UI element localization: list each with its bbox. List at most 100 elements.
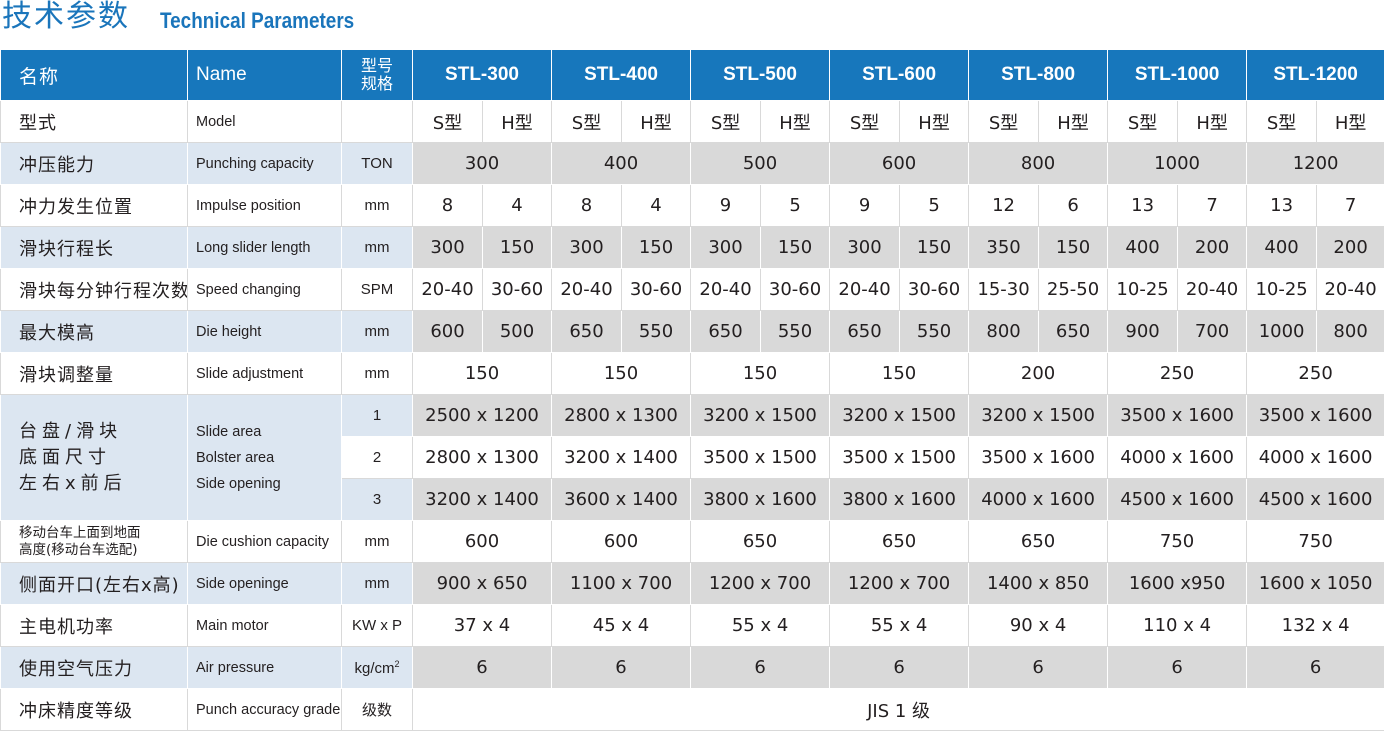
cell-value: 300 [830, 227, 900, 269]
cell-value: 13 [1247, 185, 1317, 227]
header-name-en: Name [188, 50, 342, 101]
cell-value: H型 [1317, 101, 1384, 143]
header-model: STL-400 [552, 50, 691, 101]
cell-value: 150 [483, 227, 552, 269]
cell-value: 150 [1039, 227, 1108, 269]
cell-value: 150 [413, 353, 552, 395]
row-unit: mm [342, 185, 413, 227]
cell-value: 4 [622, 185, 691, 227]
row-unit: 1 [342, 395, 413, 437]
cell-value: 150 [622, 227, 691, 269]
cell-value: 9 [691, 185, 761, 227]
cell-value: 750 [1108, 521, 1247, 563]
cell-value: 12 [969, 185, 1039, 227]
cell-value: 600 [413, 521, 552, 563]
cell-value: 700 [1178, 311, 1247, 353]
header-model: STL-600 [830, 50, 969, 101]
cell-value: 90 x 4 [969, 605, 1108, 647]
row-unit: mm [342, 521, 413, 563]
cell-value: 6 [1247, 647, 1384, 689]
cell-value: 3200 x 1500 [830, 395, 969, 437]
cell-value: 500 [483, 311, 552, 353]
cell-value: 1200 x 700 [691, 563, 830, 605]
cell-value: 800 [1317, 311, 1384, 353]
cell-value: 650 [552, 311, 622, 353]
row-label-cn: 使用空气压力 [1, 647, 188, 689]
cell-value: S型 [969, 101, 1039, 143]
cell-value: 55 x 4 [830, 605, 969, 647]
cell-value: 300 [552, 227, 622, 269]
cell-value: 3200 x 1500 [691, 395, 830, 437]
cell-value: 1100 x 700 [552, 563, 691, 605]
cell-value: 2800 x 1300 [413, 437, 552, 479]
cell-value: 20-40 [413, 269, 483, 311]
cell-value: 800 [969, 143, 1108, 185]
cell-value: 300 [413, 227, 483, 269]
row-unit: SPM [342, 269, 413, 311]
cell-value: 200 [1317, 227, 1384, 269]
cell-value: 4000 x 1600 [969, 479, 1108, 521]
cell-value: 6 [691, 647, 830, 689]
cell-value: 20-40 [552, 269, 622, 311]
cell-value: 3500 x 1600 [1247, 395, 1384, 437]
cell-value: H型 [900, 101, 969, 143]
header-model: STL-1200 [1247, 50, 1384, 101]
cell-value: H型 [622, 101, 691, 143]
row-unit: 3 [342, 479, 413, 521]
cell-value: 1600 x950 [1108, 563, 1247, 605]
cell-value: 25-50 [1039, 269, 1108, 311]
cell-value: 20-40 [830, 269, 900, 311]
cell-value: 900 [1108, 311, 1178, 353]
row-unit: kg/cm2 [342, 647, 413, 689]
cell-value: 20-40 [691, 269, 761, 311]
cell-value: S型 [1108, 101, 1178, 143]
cell-value: 3800 x 1600 [691, 479, 830, 521]
row-unit: mm [342, 227, 413, 269]
cell-value: 3600 x 1400 [552, 479, 691, 521]
cell-value: 650 [691, 311, 761, 353]
row-label-en: Long slider length [188, 227, 342, 269]
cell-value: 550 [761, 311, 830, 353]
row-label-en: Main motor [188, 605, 342, 647]
cell-value: 1200 x 700 [830, 563, 969, 605]
cell-value: 150 [900, 227, 969, 269]
row-label-en: Model [188, 101, 342, 143]
cell-value: 150 [830, 353, 969, 395]
cell-value: 10-25 [1108, 269, 1178, 311]
row-label-cn: 移动台车上面到地面高度(移动台车选配) [1, 521, 188, 563]
row-unit [342, 101, 413, 143]
header-model: STL-1000 [1108, 50, 1247, 101]
cell-value: 20-40 [1317, 269, 1384, 311]
cell-value: S型 [552, 101, 622, 143]
cell-value: 4500 x 1600 [1247, 479, 1384, 521]
cell-value: 2800 x 1300 [552, 395, 691, 437]
cell-value: 13 [1108, 185, 1178, 227]
table-header-row: 名称 Name 型号规格 STL-300 STL-400 STL-500 STL… [1, 50, 1384, 101]
cell-value: 200 [1178, 227, 1247, 269]
cell-value: 3200 x 1400 [552, 437, 691, 479]
cell-value: 37 x 4 [413, 605, 552, 647]
cell-value: 3500 x 1600 [969, 437, 1108, 479]
cell-value: 110 x 4 [1108, 605, 1247, 647]
cell-value: 6 [969, 647, 1108, 689]
cell-value: 750 [1247, 521, 1384, 563]
row-label-cn: 滑块每分钟行程次数 [1, 269, 188, 311]
cell-value: 800 [969, 311, 1039, 353]
cell-value: 4000 x 1600 [1108, 437, 1247, 479]
row-unit: mm [342, 311, 413, 353]
row-label-cn: 最大模高 [1, 311, 188, 353]
spec-table: 名称 Name 型号规格 STL-300 STL-400 STL-500 STL… [0, 49, 1384, 731]
cell-value: 250 [1247, 353, 1384, 395]
cell-value: H型 [761, 101, 830, 143]
cell-value: 1600 x 1050 [1247, 563, 1384, 605]
cell-value: 9 [830, 185, 900, 227]
cell-value: 1000 [1247, 311, 1317, 353]
cell-value: 650 [691, 521, 830, 563]
cell-value: 6 [1108, 647, 1247, 689]
cell-value: 300 [413, 143, 552, 185]
cell-value: 6 [413, 647, 552, 689]
